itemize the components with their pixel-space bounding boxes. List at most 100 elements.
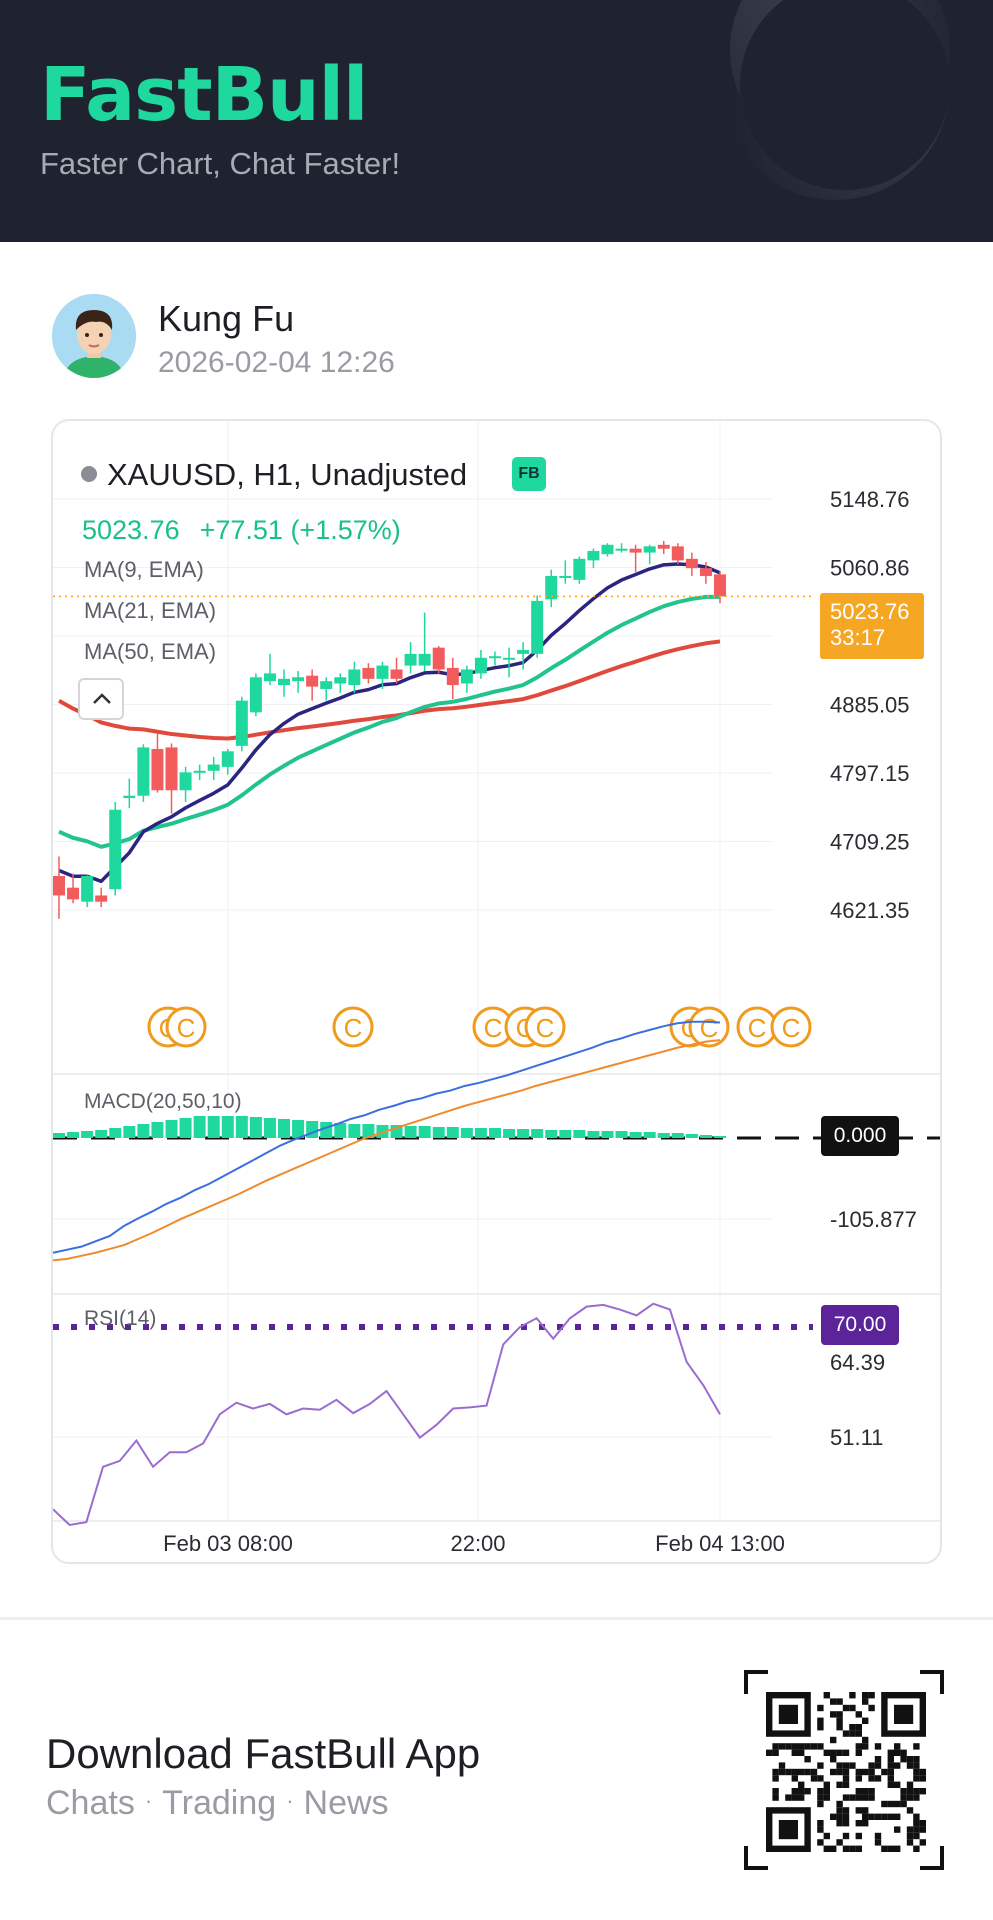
event-marker-glyph: C	[344, 1013, 363, 1043]
price-change: +77.51 (+1.57%)	[199, 515, 401, 545]
rsi-line	[53, 1302, 721, 1527]
candle-body	[643, 546, 656, 553]
ma21-label: MA(21, EMA)	[84, 598, 217, 623]
macd-histogram-bar	[432, 1127, 445, 1138]
macd-histogram-bar	[418, 1126, 431, 1138]
macd-histogram-bar	[517, 1129, 530, 1138]
macd-histogram-bar	[601, 1131, 614, 1138]
avatar-icon	[52, 294, 136, 378]
macd-histogram-bar	[657, 1133, 670, 1138]
macd-histogram-bar	[362, 1124, 375, 1138]
macd-histogram-bar	[503, 1129, 516, 1138]
price-summary: 5023.76 +77.51 (+1.57%)	[82, 515, 421, 546]
event-marker-glyph: C	[484, 1013, 503, 1043]
qr-code-icon	[744, 1670, 944, 1870]
last-price: 5023.76	[82, 515, 180, 545]
candle-body	[67, 887, 80, 900]
macd-histogram-bar	[292, 1120, 305, 1138]
event-marker-glyph: C	[748, 1013, 767, 1043]
macd-histogram-bar	[207, 1116, 220, 1138]
price-axis-label: 4621.35	[830, 898, 910, 923]
candle-body	[278, 678, 291, 686]
macd-histogram-bar	[278, 1119, 291, 1138]
macd-histogram-bar	[249, 1117, 262, 1138]
feature-chats: Chats	[46, 1784, 135, 1822]
macd-histogram-bar	[587, 1131, 600, 1138]
macd-histogram-bar	[488, 1128, 501, 1138]
macd-axis-label: -105.877	[830, 1207, 917, 1232]
candle-body	[123, 795, 136, 799]
candle-body	[488, 656, 501, 659]
event-marker-glyph: C	[177, 1013, 196, 1043]
candle-body	[221, 751, 234, 767]
post-timestamp: 2026-02-04 12:26	[158, 346, 395, 379]
macd-histogram-bar	[559, 1130, 572, 1138]
macd-histogram-bar	[699, 1135, 712, 1138]
candle-body	[699, 568, 712, 576]
candle-body	[109, 809, 122, 890]
candle-body	[460, 669, 473, 684]
candle-body	[292, 677, 305, 682]
macd-histogram-bar	[334, 1123, 347, 1138]
ma9-line	[58, 562, 721, 884]
symbol-label: XAUUSD, H1, Unadjusted	[107, 457, 468, 492]
event-marker-glyph: C	[700, 1013, 719, 1043]
candle-body	[685, 558, 698, 569]
candlestick-chart[interactable]: 5148.765060.864972.964885.054797.154709.…	[53, 421, 942, 1564]
candle-body	[714, 574, 726, 597]
event-marker-icon	[688, 1006, 730, 1048]
macd-signal-line	[53, 1039, 721, 1262]
candle-body	[418, 653, 431, 666]
candle-body	[165, 747, 178, 791]
current-price-tag: 5023.76 33:17	[820, 593, 924, 659]
macd-histogram-bar	[460, 1128, 473, 1138]
price-axis-label: 4885.05	[830, 693, 910, 718]
rsi-label: RSI(14)	[84, 1307, 157, 1330]
macd-histogram-bar	[67, 1132, 80, 1138]
candle-body	[573, 558, 586, 580]
rsi-level-tag: 70.00	[821, 1305, 899, 1345]
author-name[interactable]: Kung Fu	[158, 298, 295, 339]
macd-histogram-bar	[137, 1124, 150, 1138]
candle-body	[671, 546, 684, 561]
candle-body	[587, 551, 600, 561]
chevron-up-icon	[93, 693, 111, 704]
macd-histogram-bar	[306, 1121, 319, 1138]
event-marker-icon	[332, 1006, 374, 1048]
macd-histogram-bar	[446, 1127, 459, 1138]
price-axis-label: 4709.25	[830, 830, 910, 855]
download-subtitle: Chats · Trading · News	[46, 1784, 389, 1822]
candle-body	[81, 875, 94, 902]
macd-histogram-bar	[643, 1132, 656, 1138]
macd-histogram-bar	[685, 1134, 698, 1138]
feature-news: News	[303, 1784, 389, 1822]
fb-badge[interactable]: FB	[512, 457, 546, 491]
app-name: FastBull	[244, 1730, 397, 1777]
time-axis-label: 22:00	[450, 1531, 505, 1556]
macd-histogram-bar	[53, 1133, 65, 1138]
collapse-legend-button[interactable]	[78, 678, 124, 720]
candle-body	[306, 675, 319, 687]
avatar[interactable]	[52, 294, 136, 378]
download-qr-code[interactable]	[744, 1670, 944, 1870]
macd-histogram-bar	[714, 1136, 726, 1138]
time-axis-label: Feb 03 08:00	[163, 1531, 293, 1556]
macd-histogram-bar	[474, 1128, 487, 1138]
event-marker-icon	[165, 1006, 207, 1048]
candle-body	[320, 681, 333, 689]
ma50-label: MA(50, EMA)	[84, 639, 217, 664]
macd-zero-tag: 0.000	[821, 1116, 899, 1156]
candle-body	[362, 667, 375, 679]
macd-histogram-bar	[545, 1130, 558, 1138]
macd-histogram-bar	[671, 1133, 684, 1138]
candle-body	[503, 657, 516, 660]
price-axis-label: 5060.86	[830, 555, 910, 580]
macd-histogram-bar	[95, 1130, 108, 1138]
chart-card[interactable]: 5148.765060.864972.964885.054797.154709.…	[51, 419, 942, 1564]
macd-histogram-bar	[235, 1116, 248, 1138]
macd-histogram-bar	[263, 1118, 276, 1138]
price-axis-label: 4797.15	[830, 761, 910, 786]
candle-body	[390, 669, 403, 679]
candle-body	[657, 544, 670, 549]
macd-histogram-bar	[193, 1116, 206, 1138]
